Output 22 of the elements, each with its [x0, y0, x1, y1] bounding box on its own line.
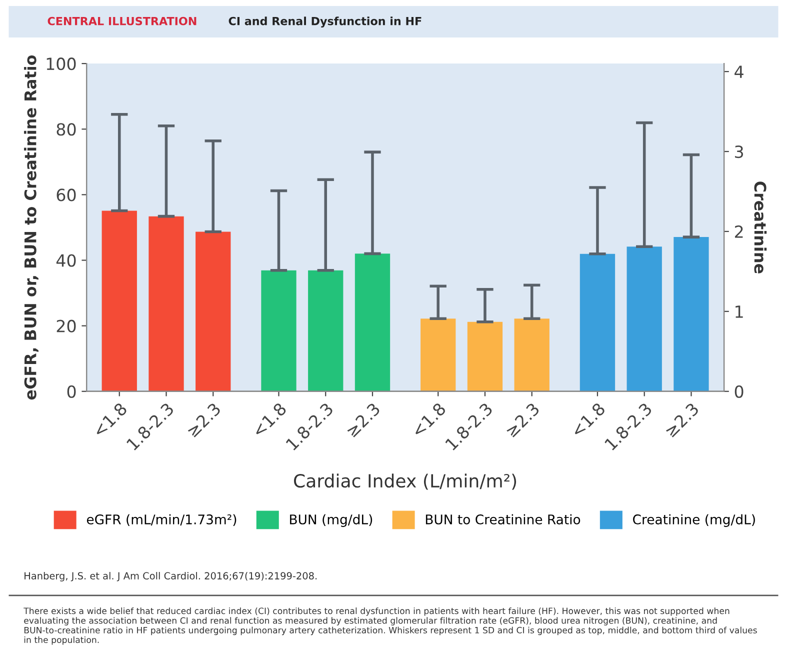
- text: CENTRAL ILLUSTRATION: [48, 16, 196, 26]
- y-axis-title: eGFR, BUN or, BUN to Creatinine Ratio: [24, 55, 38, 400]
- y2-tick-label: 3: [735, 145, 744, 158]
- y-tick-label: 60: [56, 188, 76, 202]
- chart-title: CI and Renal Dysfunction in HF: [228, 16, 422, 28]
- y-tick-label: 100: [46, 58, 76, 70]
- x-axis-title: Cardiac Index (L/min/m²): [294, 474, 516, 490]
- y2-tick-label: 1: [736, 306, 743, 318]
- legend-label: eGFR (mL/min/1.73m²): [86, 514, 236, 526]
- legend-label: BUN to Creatinine Ratio: [426, 514, 580, 524]
- y-tick-label: 40: [56, 254, 76, 267]
- y2-tick-label: 2: [734, 225, 743, 238]
- y2-axis-title: Creatinine: [754, 182, 767, 274]
- y-tick-label: 20: [56, 320, 76, 332]
- y-tick-label: 0: [67, 385, 76, 398]
- y-tick-label: 80: [56, 123, 76, 136]
- y2-tick-label: 4: [734, 66, 744, 78]
- y2-tick-label: 0: [734, 385, 744, 398]
- text: There exists a wide belief that reduced cardiac index (CI) contributes to renal dysfunction in patients with heart failure (HF). However, this was not supported when evaluating the association between CI and renal function as measured by estimated glomerular filtration rate (eGFR), blood urea nitrogen (BUN), creatinine, and BUN-to-creatinine ratio in HF patients undergoing pulmonary artery catheterization. Whiskers represent 1 SD and CI is grouped as top, middle, and bottom third of values in the population.: [24, 607, 757, 645]
- legend-label: BUN (mg/dL): [290, 514, 372, 527]
- legend-label: Creatinine (mg/dL): [633, 514, 755, 527]
- text: Hanberg, J.S. et al. J Am Coll Cardiol. 2016;67(19):2199-208.: [24, 572, 317, 582]
